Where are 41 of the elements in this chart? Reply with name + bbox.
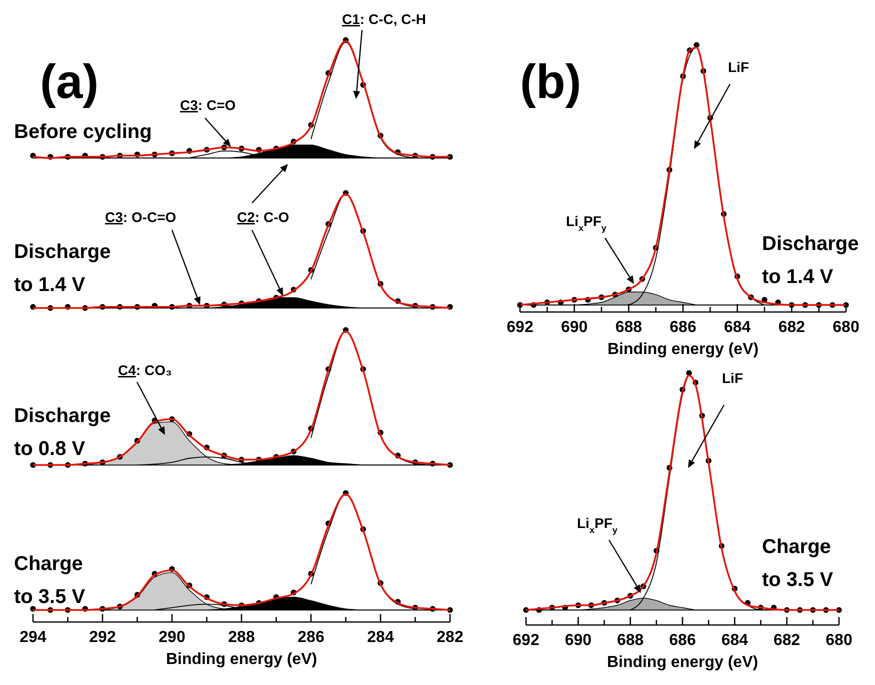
x-tick-label: 686 — [670, 319, 696, 336]
x-axis-title: Binding energy (eV) — [607, 341, 759, 358]
annotation: LiF — [728, 59, 750, 75]
x-tick-label: 690 — [564, 632, 592, 649]
annotation: LiF — [722, 370, 744, 386]
x-tick-label: 686 — [669, 632, 696, 649]
annotation: Before cycling — [14, 121, 152, 143]
x-tick-label: 294 — [20, 629, 46, 646]
x-tick-label: 692 — [506, 319, 534, 336]
annotation: C4: CO₃ — [118, 362, 172, 378]
annotation: Charge to 3.5 V — [762, 536, 834, 591]
x-tick-label: 292 — [89, 629, 116, 646]
x-axis-title: Binding energy (eV) — [606, 654, 758, 671]
x-tick-label: 688 — [615, 319, 642, 336]
x-tick-label: 690 — [560, 319, 588, 336]
text: C1: C-C, C-H — [342, 11, 426, 27]
annotation: Li$_{x}$PF$_{y}$ — [566, 213, 608, 233]
x-tick-label: 680 — [832, 319, 860, 336]
x-tick-label: 682 — [778, 319, 806, 336]
x-tick-label: 290 — [158, 629, 186, 646]
annotation: Discharge to 1.4 V — [762, 233, 859, 288]
x-tick-label: 284 — [367, 629, 394, 646]
x-tick-label: 680 — [826, 632, 852, 649]
annotation: Charge to 3.5 V — [14, 553, 86, 608]
annotation: C3: C=O — [180, 97, 236, 113]
annotation: Discharge to 0.8 V — [14, 405, 111, 460]
x-axis-title: Binding energy (eV) — [166, 651, 318, 668]
x-tick-label: 692 — [512, 632, 540, 649]
annotation: C2: C-O — [237, 209, 290, 225]
annotation: C3: O-C=O — [105, 209, 176, 225]
x-tick-label: 282 — [436, 629, 464, 646]
x-tick-label: 688 — [616, 632, 644, 649]
chart-title: (a) — [40, 56, 99, 109]
x-tick-label: 684 — [724, 319, 751, 336]
annotation: Li$_{x}$PF$_{y}$ — [577, 515, 618, 535]
x-tick-label: 682 — [773, 632, 800, 649]
chart-title: (b) — [520, 56, 582, 109]
x-tick-label: 288 — [228, 629, 255, 646]
x-tick-label: 286 — [298, 629, 324, 646]
x-tick-label: 684 — [721, 632, 748, 649]
annotation: Discharge to 1.4 V — [14, 241, 111, 296]
